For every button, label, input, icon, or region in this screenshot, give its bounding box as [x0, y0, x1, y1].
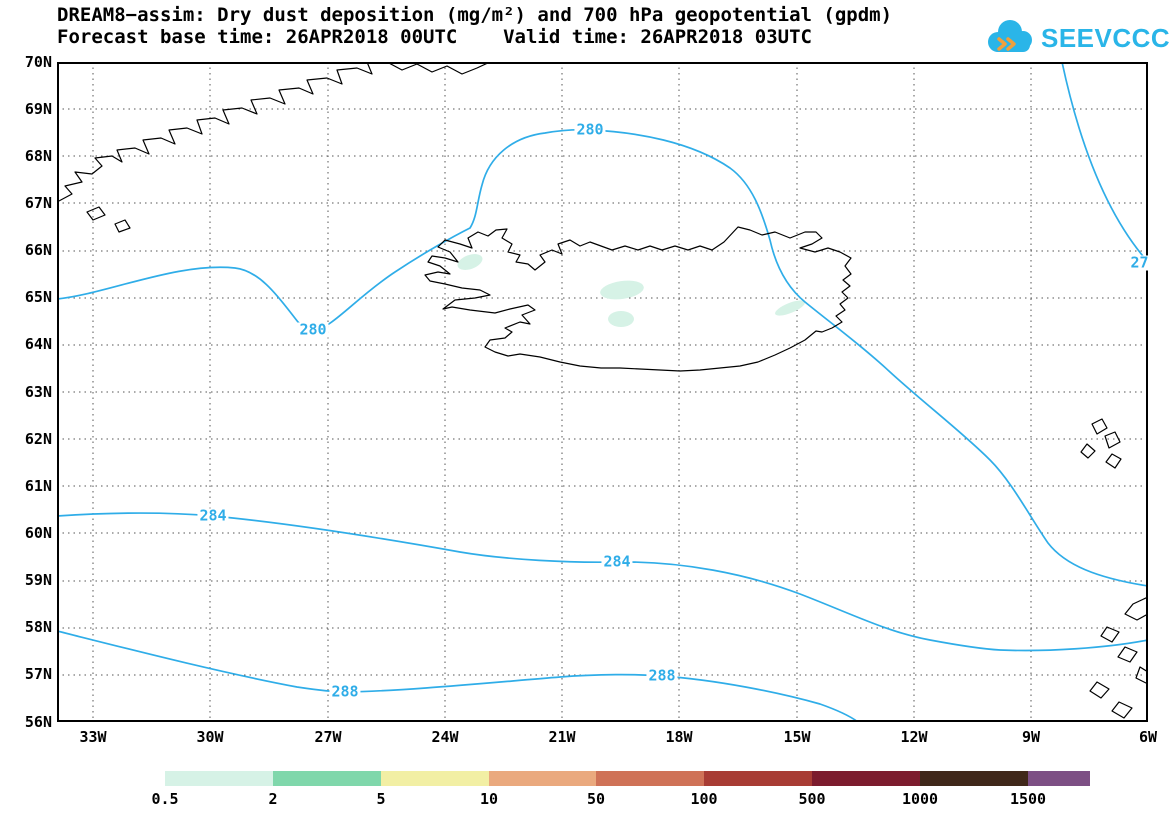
dust-patch-central-south [608, 311, 634, 327]
seevccc-logo: SEEVCCC [980, 18, 1170, 58]
dust-patch-central-north [600, 280, 644, 300]
colorbar-label: 1500 [1009, 790, 1047, 808]
colorbar-segment [596, 771, 704, 786]
contour-label-276-clipped: 276 [1128, 255, 1148, 271]
colorbar-label: 0.5 [151, 790, 179, 808]
colorbar [165, 771, 1090, 786]
lon-label: 18W [665, 728, 693, 746]
colorbar-segment [489, 771, 596, 786]
lat-label: 64N [24, 335, 52, 353]
logo-text: SEEVCCC [1041, 23, 1171, 53]
colorbar-segment [165, 771, 273, 786]
colorbar-label: 10 [479, 790, 499, 808]
coastline-greenland-north [386, 62, 491, 75]
colorbar-label: 5 [376, 790, 386, 808]
lon-label: 27W [314, 728, 342, 746]
chart-subtitle: Forecast base time: 26APR2018 00UTC Vali… [57, 26, 812, 48]
dust-deposition-patches [457, 254, 805, 327]
lat-label: 67N [24, 194, 52, 212]
colorbar-label: 50 [586, 790, 606, 808]
greenland-offshore-islands [86, 206, 131, 233]
chart-title: DREAM8−assim: Dry dust deposition (mg/m²… [57, 4, 893, 26]
contour-label-284: 284 [197, 506, 229, 525]
dust-patch-east-iceland [775, 300, 805, 316]
coastlines [57, 62, 1148, 722]
map-canvas [57, 62, 1148, 722]
coastline-hebrides-scotland [1089, 596, 1148, 722]
contour-284 [57, 512, 1148, 652]
map-frame [57, 62, 1148, 722]
lat-label: 58N [24, 618, 52, 636]
coastline-faroe-islands [1080, 418, 1122, 469]
lat-label: 65N [24, 288, 52, 306]
contour-label-284: 284 [601, 552, 633, 571]
colorbar-segment [920, 771, 1028, 786]
coastline-greenland [57, 62, 373, 203]
colorbar-label: 1000 [901, 790, 939, 808]
lon-label: 30W [196, 728, 224, 746]
lat-label: 60N [24, 524, 52, 542]
dust-patch-westfjords [457, 254, 483, 270]
colorbar-segment [1028, 771, 1090, 786]
lon-label: 6W [1138, 728, 1158, 746]
contour-label-280: 280 [297, 320, 329, 339]
lat-label: 61N [24, 477, 52, 495]
lat-label: 69N [24, 100, 52, 118]
lat-label: 59N [24, 571, 52, 589]
lat-label: 68N [24, 147, 52, 165]
chevrons-icon [997, 37, 1016, 51]
lon-label: 9W [1021, 728, 1041, 746]
contour-276 [1061, 62, 1148, 263]
lat-label: 66N [24, 241, 52, 259]
graticule [57, 62, 1148, 722]
colorbar-segment [273, 771, 381, 786]
lon-label: 12W [900, 728, 928, 746]
lon-label: 21W [548, 728, 576, 746]
colorbar-label: 2 [268, 790, 278, 808]
lon-label: 33W [79, 728, 107, 746]
colorbar-segment [812, 771, 920, 786]
colorbar-label: 100 [690, 790, 718, 808]
colorbar-label: 500 [798, 790, 826, 808]
cloud-icon [988, 20, 1032, 52]
lat-label: 62N [24, 430, 52, 448]
contour-label-288: 288 [646, 666, 678, 685]
colorbar-segment [381, 771, 489, 786]
coastline-iceland [424, 226, 852, 372]
lat-label: 63N [24, 383, 52, 401]
lon-label: 24W [431, 728, 459, 746]
contour-label-288: 288 [329, 682, 361, 701]
contour-label-280: 280 [574, 120, 606, 139]
lon-label: 15W [783, 728, 811, 746]
colorbar-segment [704, 771, 812, 786]
lat-label: 57N [24, 665, 52, 683]
contour-288 [57, 630, 859, 722]
lat-label: 70N [24, 53, 52, 71]
map-plot-area: 280 280 284 284 288 288 276 [57, 62, 1148, 722]
lat-label: 56N [24, 713, 52, 731]
